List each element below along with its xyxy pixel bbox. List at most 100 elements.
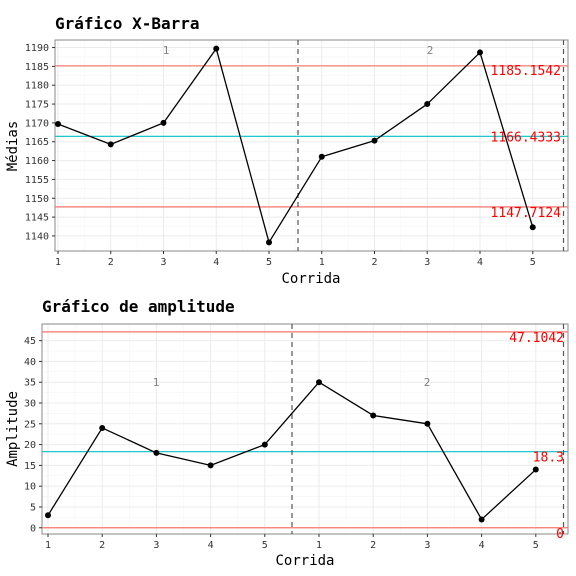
range-x-tick-label: 5 (262, 540, 268, 551)
range-data-point (478, 516, 485, 523)
xbar-y-tick-label: 1190 (25, 43, 49, 54)
xbar-series-segment (426, 51, 481, 105)
xbar-x-tick-label: 3 (160, 257, 166, 268)
xbar-series-segment (57, 123, 111, 145)
range-phase-label: 1 (153, 376, 160, 389)
xbar-x-ticks: 1 2 3 4 5 1 2 3 4 5 (55, 251, 536, 268)
xbar-series-segment (321, 139, 375, 158)
range-x-tick-label: 2 (370, 540, 376, 551)
range-data-point (424, 420, 431, 427)
xbar-y-tick-label: 1170 (25, 118, 49, 129)
xbar-x-axis-title: Corrida (281, 271, 340, 287)
xbar-lcl-label: 1147.7124 (491, 206, 562, 221)
range-y-tick-label: 35 (24, 378, 36, 389)
xbar-series (55, 45, 536, 246)
xbar-x-tick-label: 1 (319, 257, 325, 268)
range-data-point (532, 466, 539, 473)
range-series-segment (426, 423, 483, 520)
range-control-lines: 47.1042 18.3 0 1 2 (42, 324, 568, 542)
range-x-tick-label: 1 (45, 540, 51, 551)
xbar-x-tick-label: 5 (530, 257, 536, 268)
xbar-data-point (529, 224, 536, 231)
xbar-data-point (160, 119, 167, 126)
range-x-tick-label: 4 (208, 540, 214, 551)
range-data-point (153, 449, 160, 456)
range-series (45, 379, 539, 523)
range-series-segment (47, 427, 103, 516)
xbar-y-tick-label: 1140 (25, 231, 49, 242)
xbar-phase-label: 2 (427, 44, 434, 57)
range-x-tick-label: 3 (153, 540, 159, 551)
range-x-tick-label: 3 (424, 540, 430, 551)
range-x-tick-label: 1 (316, 540, 322, 551)
xbar-panel-border (54, 39, 569, 252)
range-x-tick-label: 2 (99, 540, 105, 551)
range-y-tick-label: 25 (24, 419, 36, 430)
xbar-series-segment (479, 52, 534, 228)
range-data-point (207, 462, 214, 469)
xbar-y-tick-label: 1185 (25, 62, 49, 73)
xbar-data-point (477, 49, 483, 56)
range-chart-title: Gráfico de amplitude (42, 297, 235, 316)
xbar-data-point (213, 45, 220, 52)
range-series-segment (373, 414, 428, 425)
xbar-control-lines: 1185.1542 1166.4333 1147.7124 1 2 (55, 40, 568, 251)
xbar-series-segment (215, 48, 270, 243)
range-y-tick-label: 45 (24, 336, 36, 347)
xbar-y-tick-label: 1145 (25, 213, 49, 224)
range-data-point (45, 512, 51, 519)
xbar-x-tick-label: 4 (477, 257, 483, 268)
range-lcl-label: 0 (556, 527, 564, 542)
xbar-y-axis-title: Médias (5, 121, 21, 172)
xbar-x-tick-label: 4 (213, 257, 219, 268)
xbar-y-tick-label: 1155 (25, 175, 49, 186)
xbar-x-tick-label: 5 (266, 257, 272, 268)
xbar-phase-label: 1 (163, 44, 170, 57)
xbar-ucl-label: 1185.1542 (491, 64, 561, 79)
range-y-tick-label: 10 (24, 482, 36, 493)
xbar-center-label: 1166.4333 (491, 130, 561, 145)
range-x-ticks: 1 2 3 4 5 1 2 3 4 5 (45, 534, 539, 551)
range-series-segment (156, 452, 211, 467)
range-y-tick-label: 40 (24, 357, 36, 368)
xbar-series-segment (268, 156, 323, 243)
range-y-ticks: 0 5 10 15 20 25 30 35 40 45 (24, 336, 42, 534)
xbar-y-tick-label: 1160 (25, 156, 49, 167)
xbar-x-tick-label: 3 (424, 257, 430, 268)
range-x-axis-title: Corrida (275, 553, 334, 569)
xbar-data-point (424, 101, 431, 108)
range-data-point (370, 412, 377, 419)
range-y-tick-label: 5 (30, 502, 36, 513)
range-data-point (316, 379, 322, 386)
xbar-data-point (55, 121, 61, 128)
range-series-segment (210, 443, 266, 466)
xbar-chart-title: Gráfico X-Barra (55, 14, 200, 33)
xbar-y-tick-label: 1165 (25, 137, 49, 148)
range-y-tick-label: 30 (24, 399, 36, 410)
xbar-x-tick-label: 1 (55, 257, 61, 268)
range-y-axis-title: Amplitude (5, 391, 21, 467)
xbar-series-segment (162, 48, 217, 124)
range-x-tick-label: 4 (479, 540, 485, 551)
range-phase-label: 2 (424, 376, 431, 389)
xbar-data-point (107, 141, 114, 148)
range-y-tick-label: 20 (24, 440, 36, 451)
range-y-tick-label: 0 (30, 523, 36, 534)
xbar-series-segment (110, 122, 164, 145)
xbar-y-tick-label: 1175 (25, 100, 49, 111)
range-series-segment (264, 381, 320, 446)
range-series-segment (481, 469, 537, 520)
range-panel-border (41, 323, 569, 535)
range-x-tick-label: 5 (533, 540, 539, 551)
range-grid (41, 323, 569, 535)
xbar-y-tick-label: 1180 (25, 81, 49, 92)
range-ucl-label: 47.1042 (509, 331, 564, 346)
range-data-point (99, 424, 106, 431)
xbar-data-point (371, 137, 378, 144)
range-data-point (261, 441, 268, 448)
xbar-y-ticks: 1140 1145 1150 1155 1160 1165 1170 1175 1180 1185… (25, 43, 55, 242)
range-y-tick-label: 15 (24, 461, 36, 472)
range-series-segment (101, 427, 157, 454)
xbar-series-segment (374, 103, 428, 142)
